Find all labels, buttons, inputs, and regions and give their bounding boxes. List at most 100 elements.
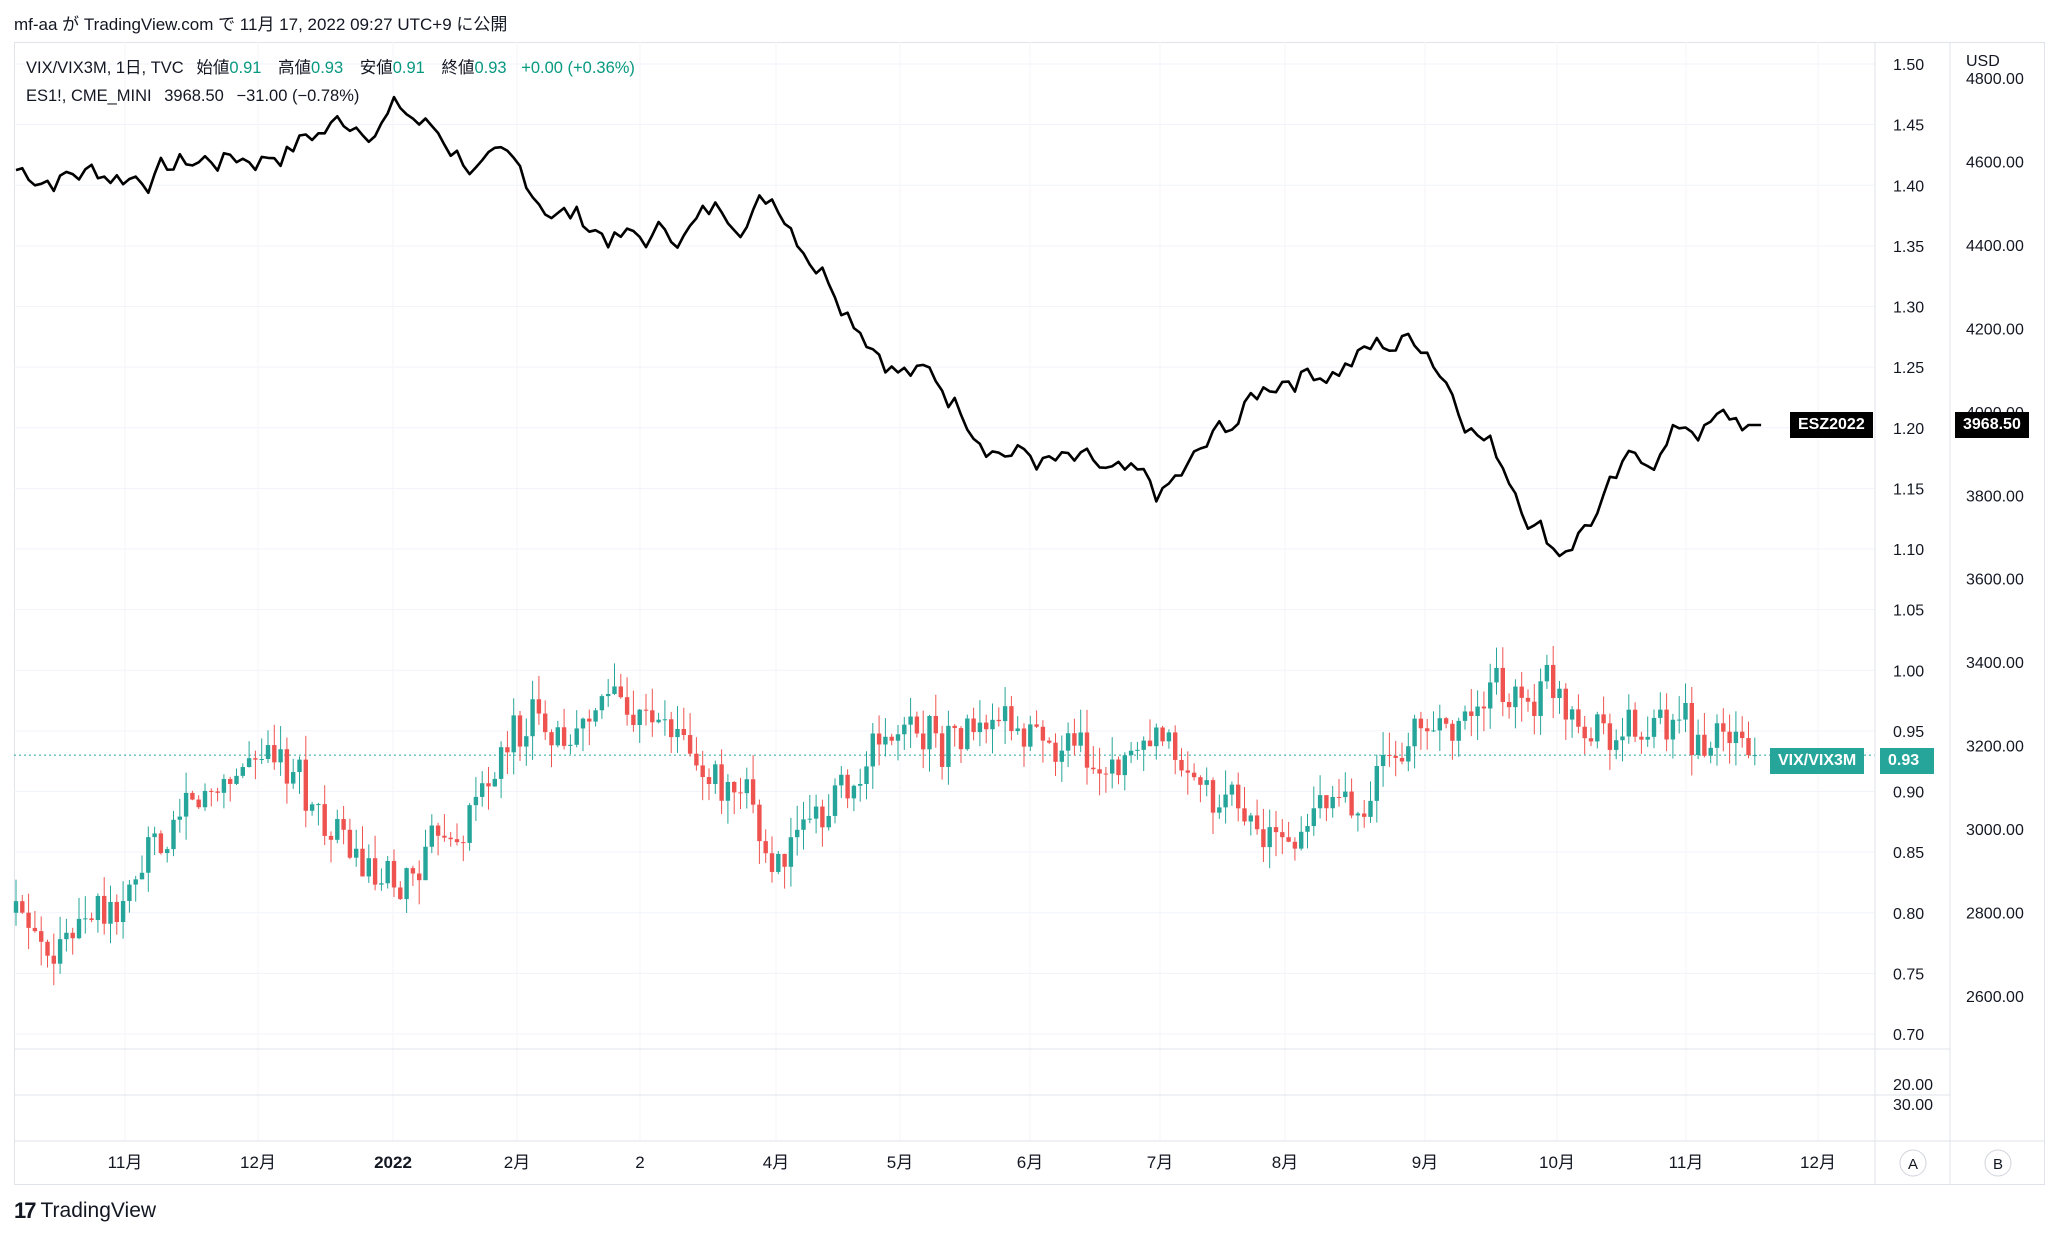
candle-body: [1254, 815, 1260, 830]
es-price-tag: 3968.50: [1955, 412, 2029, 438]
candle-body: [807, 818, 812, 820]
candle-body: [650, 710, 655, 723]
candle-body: [769, 853, 775, 872]
candle-body: [385, 860, 390, 884]
candle-body: [473, 796, 479, 806]
candle-body: [1443, 718, 1449, 724]
candle-body: [1097, 769, 1102, 774]
candle-body: [1317, 795, 1323, 809]
candle-body: [1179, 759, 1184, 771]
candle-body: [1135, 749, 1140, 751]
candle-body: [391, 860, 397, 888]
candle-body: [1412, 718, 1417, 747]
candle-body: [631, 714, 636, 726]
candle-body: [939, 733, 945, 767]
candle-body: [1116, 759, 1121, 776]
candle-body: [1362, 813, 1367, 817]
mid-axis-tick: 0.85: [1893, 845, 1924, 862]
candle-body: [1349, 791, 1354, 816]
candle-body: [341, 819, 346, 830]
candle-body: [1721, 723, 1726, 732]
candle-body: [776, 853, 781, 872]
b-button-label: B: [1993, 1156, 2003, 1173]
candle-body: [1122, 755, 1127, 776]
candle-body: [108, 901, 113, 924]
candle-body: [1645, 736, 1650, 740]
candle-body: [958, 728, 964, 750]
candle-body: [1091, 767, 1096, 770]
candle-body: [1626, 709, 1631, 737]
candle-body: [1059, 750, 1064, 762]
candle-body: [1110, 759, 1115, 774]
candle-body: [435, 825, 441, 836]
candle-body: [1481, 706, 1487, 709]
legend-line-1: VIX/VIX3M, 1日, TVC 始値0.91 高値0.93 安値0.91 …: [26, 54, 635, 82]
candle-body: [114, 901, 119, 922]
candle-body: [480, 783, 485, 797]
mid-axis-tick: 1.20: [1893, 421, 1924, 438]
lower-axis-tick: 30.00: [1893, 1097, 1933, 1114]
candle-body: [1210, 780, 1216, 813]
candle-body: [902, 724, 907, 735]
candle-body: [1141, 740, 1146, 750]
mid-axis-tick: 1.40: [1893, 178, 1924, 195]
candle-body: [719, 764, 724, 801]
close-value: 0.93: [474, 59, 507, 77]
candle-body: [782, 853, 787, 867]
candle-body: [1034, 724, 1039, 727]
x-axis-label: 5月: [887, 1153, 913, 1172]
candle-body: [1727, 731, 1732, 744]
close-label: 終値: [441, 59, 475, 77]
candle-body: [51, 955, 56, 964]
candle-body: [1588, 738, 1594, 742]
candle-body: [1393, 755, 1398, 758]
usd-unit-label: USD: [1966, 53, 2000, 70]
candle-body: [984, 722, 989, 730]
candle-body: [505, 747, 510, 753]
mid-axis-tick: 1.25: [1893, 360, 1924, 377]
grid: [14, 42, 1875, 1141]
candle-body: [1299, 831, 1304, 849]
candle-body: [599, 696, 605, 711]
candle-body: [1500, 667, 1505, 702]
tradingview-logo[interactable]: 17 TradingView: [14, 1198, 156, 1224]
candle-body: [1651, 717, 1657, 737]
candle-body: [1280, 832, 1285, 838]
candle-body: [543, 713, 548, 733]
b-button[interactable]: [1984, 1149, 2012, 1177]
lower-axis-tick: 20.00: [1893, 1077, 1933, 1094]
candle-body: [795, 829, 800, 838]
mid-axis-tick: 1.35: [1893, 239, 1924, 256]
candle-body: [1551, 664, 1556, 698]
candle-body: [618, 686, 623, 698]
change-value: +0.00 (+0.36%): [521, 59, 635, 77]
auto-scale-button[interactable]: [1899, 1149, 1927, 1177]
candle-body: [1733, 731, 1739, 744]
candle-body: [555, 727, 560, 746]
candle-body: [1021, 728, 1027, 747]
x-axis-label: 2022: [374, 1153, 412, 1172]
candle-body: [1506, 701, 1512, 708]
candle-body: [757, 804, 762, 842]
candle-body: [1689, 702, 1694, 756]
candle-body: [549, 732, 554, 746]
candle-body: [1406, 746, 1411, 762]
candle-body: [1267, 827, 1272, 848]
candle-body: [423, 846, 428, 881]
candle-body: [965, 718, 970, 750]
candle-body: [1462, 711, 1468, 721]
candle-body: [656, 719, 661, 723]
candle-body: [1009, 706, 1014, 732]
mid-axis-tick: 1.50: [1893, 57, 1924, 74]
publish-caption: mf-aa が TradingView.com で 11月 17, 2022 0…: [14, 15, 508, 34]
mid-axis-tick: 1.00: [1893, 663, 1924, 680]
logo-mark: 17: [14, 1198, 37, 1223]
x-axis-label: 12月: [1800, 1153, 1836, 1172]
candle-body: [1632, 709, 1638, 737]
candle-body: [152, 833, 157, 838]
candle-body: [278, 749, 283, 763]
candle-body: [297, 759, 302, 773]
candle-body: [372, 858, 378, 885]
candle-body: [580, 718, 586, 729]
